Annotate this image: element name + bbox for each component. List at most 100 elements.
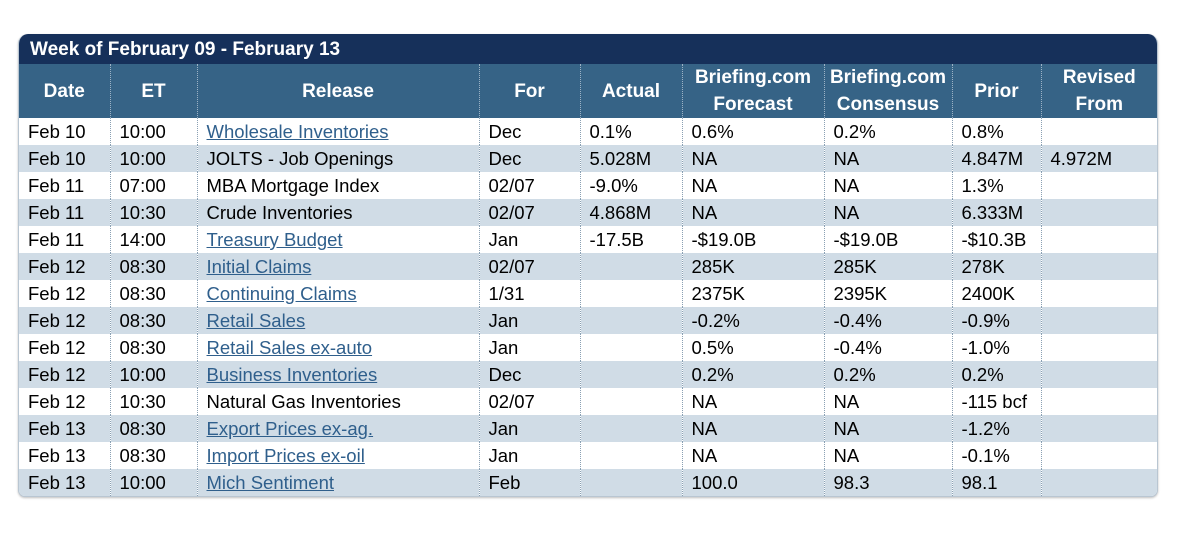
cell-date: Feb 12 — [28, 337, 86, 358]
cell-consensus: NA — [823, 172, 952, 199]
cell-revised — [1040, 172, 1157, 199]
cell-revised — [1040, 118, 1157, 145]
cell-for: 02/07 — [478, 253, 580, 280]
cell-for: Jan — [478, 226, 580, 253]
cell-et: 08:30 — [109, 442, 197, 469]
cell-consensus: -0.4% — [823, 334, 952, 361]
header-revised-line1: Revised — [1062, 67, 1136, 88]
calendar-body: Feb 10 10:00 Wholesale Inventories Dec 0.1% 0… — [19, 118, 1157, 496]
cell-et: 08:30 — [109, 253, 197, 280]
cell-release: Export Prices ex-ag. — [196, 415, 479, 442]
cell-revised — [1040, 469, 1157, 496]
cell-date: Feb 12 — [28, 283, 86, 304]
header-forecast-line2: Forecast — [713, 94, 793, 115]
table-row: Feb 11 07:00 MBA Mortgage Index 02/07 -9.0% N… — [19, 172, 1157, 199]
release-link[interactable]: Initial Claims — [206, 256, 312, 277]
release-link[interactable]: Wholesale Inventories — [206, 121, 389, 142]
cell-et: 08:30 — [109, 307, 197, 334]
cell-consensus: -0.4% — [823, 307, 952, 334]
header-consensus-line2: Consensus — [836, 94, 940, 115]
cell-prior: 4.847M — [951, 145, 1041, 172]
cell-prior: 2400K — [951, 280, 1041, 307]
cell-actual: 5.028M — [579, 145, 682, 172]
cell-forecast: 0.2% — [681, 361, 824, 388]
cell-prior: 0.2% — [951, 361, 1041, 388]
cell-forecast: 0.6% — [681, 118, 824, 145]
cell-actual: 0.1% — [579, 118, 682, 145]
table-row: Feb 13 10:00 Mich Sentiment Feb 100.0 98.3 98.… — [19, 469, 1157, 496]
cell-date: Feb 12 — [19, 361, 110, 388]
cell-for: Dec — [478, 145, 580, 172]
header-consensus: Briefing.com Consensus — [823, 64, 952, 118]
release-link[interactable]: Export Prices ex-ag. — [206, 418, 374, 439]
cell-release: Initial Claims — [196, 253, 479, 280]
release-link[interactable]: Import Prices ex-oil — [206, 445, 365, 466]
cell-date: Feb 13 — [19, 415, 110, 442]
cell-release: Crude Inventories — [196, 199, 479, 226]
table-row: Feb 10 10:00 Wholesale Inventories Dec 0.1% 0… — [19, 118, 1157, 145]
cell-actual — [579, 361, 682, 388]
header-prior: Prior — [951, 64, 1041, 118]
cell-actual — [579, 334, 682, 361]
cell-release: Business Inventories — [196, 361, 479, 388]
header-for: For — [478, 64, 580, 118]
cell-revised — [1040, 307, 1157, 334]
table-row: Feb 12 08:30 Retail Sales ex-auto Jan 0.5% -0… — [19, 334, 1157, 361]
cell-forecast: -$19.0B — [681, 226, 824, 253]
cell-date: Feb 12 — [19, 253, 110, 280]
cell-revised — [1040, 199, 1157, 226]
cell-revised — [1040, 388, 1157, 415]
cell-prior: -$10.3B — [951, 226, 1041, 253]
cell-date: Feb 12 — [19, 307, 110, 334]
cell-et: 08:30 — [109, 280, 197, 307]
cell-consensus: -$19.0B — [823, 226, 952, 253]
cell-date: Feb 10 — [28, 121, 86, 142]
cell-actual — [579, 307, 682, 334]
cell-for: Feb — [478, 469, 580, 496]
cell-et: 10:30 — [109, 388, 197, 415]
release-link[interactable]: Retail Sales — [206, 310, 306, 331]
cell-revised — [1040, 226, 1157, 253]
cell-et: 10:00 — [109, 145, 197, 172]
cell-forecast: NA — [681, 199, 824, 226]
header-et: ET — [109, 64, 197, 118]
release-link[interactable]: Treasury Budget — [206, 229, 343, 250]
header-release: Release — [196, 64, 479, 118]
cell-consensus: NA — [823, 199, 952, 226]
cell-for: Dec — [478, 361, 580, 388]
cell-revised — [1040, 442, 1157, 469]
cell-prior: -1.2% — [951, 415, 1041, 442]
cell-et: 10:00 — [109, 118, 197, 145]
cell-et: 10:00 — [109, 469, 197, 496]
table-row: Feb 12 10:30 Natural Gas Inventories 02/07 N… — [19, 388, 1157, 415]
cell-release: Natural Gas Inventories — [196, 388, 479, 415]
cell-actual — [579, 442, 682, 469]
cell-release: Retail Sales — [196, 307, 479, 334]
cell-prior: 6.333M — [951, 199, 1041, 226]
calendar-table: Date ET Release For Actual Briefing.com F… — [19, 64, 1157, 496]
header-actual: Actual — [579, 64, 682, 118]
table-row: Feb 10 10:00 JOLTS - Job Openings Dec 5.028M… — [19, 145, 1157, 172]
cell-et: 10:00 — [109, 361, 197, 388]
release-link[interactable]: Business Inventories — [206, 364, 378, 385]
cell-actual: 4.868M — [579, 199, 682, 226]
cell-consensus: 0.2% — [823, 118, 952, 145]
cell-date: Feb 10 — [19, 145, 110, 172]
cell-forecast: 2375K — [681, 280, 824, 307]
cell-actual — [579, 280, 682, 307]
cell-for: 02/07 — [478, 388, 580, 415]
cell-prior: -0.9% — [951, 307, 1041, 334]
header-forecast: Briefing.com Forecast — [681, 64, 824, 118]
cell-prior: 1.3% — [951, 172, 1041, 199]
cell-forecast: NA — [681, 442, 824, 469]
table-row: Feb 12 10:00 Business Inventories Dec 0.2% 0.… — [19, 361, 1157, 388]
cell-prior: 278K — [951, 253, 1041, 280]
cell-release: Treasury Budget — [196, 226, 479, 253]
cell-date: Feb 13 — [19, 469, 110, 496]
release-link[interactable]: Continuing Claims — [206, 283, 357, 304]
cell-et: 14:00 — [109, 226, 197, 253]
release-link[interactable]: Retail Sales ex-auto — [206, 337, 373, 358]
release-link[interactable]: Mich Sentiment — [206, 472, 335, 493]
cell-prior: -115 bcf — [951, 388, 1041, 415]
cell-actual — [579, 253, 682, 280]
